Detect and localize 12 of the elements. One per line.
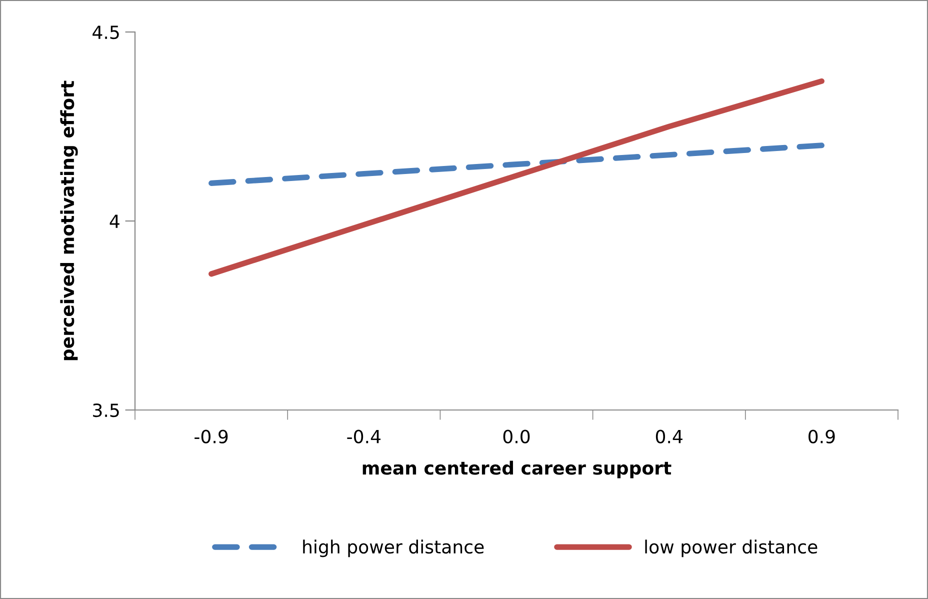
legend-label: low power distance <box>645 540 818 558</box>
x-axis-title: mean centered career support <box>362 460 672 478</box>
x-tick-label: 0.0 <box>503 430 530 444</box>
y-tick-label: 4.5 <box>92 26 119 40</box>
x-tick-label: 0.4 <box>656 430 682 444</box>
legend-label: high power distance <box>303 540 484 558</box>
y-tick-label: 4 <box>110 214 120 228</box>
x-tick-label: 0.9 <box>808 430 835 444</box>
x-tick-label: -0.9 <box>194 430 228 444</box>
y-axis-title: perceived motivating effort <box>60 80 78 360</box>
y-tick-label: 3.5 <box>93 403 119 418</box>
x-tick-label: -0.4 <box>347 430 381 444</box>
